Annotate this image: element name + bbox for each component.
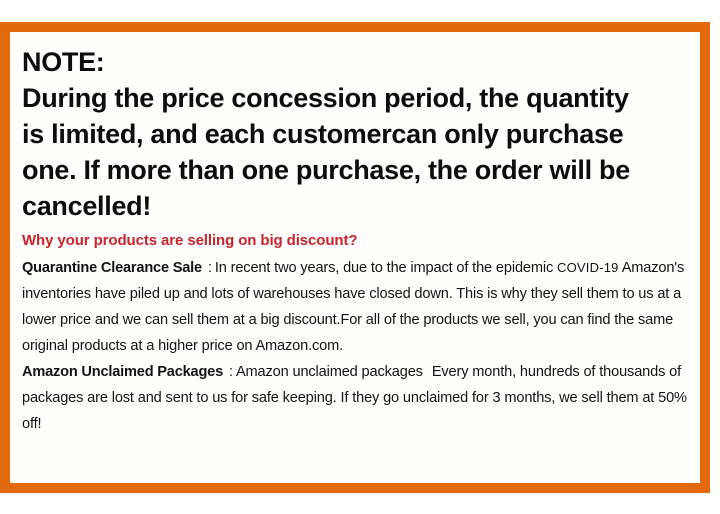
quarantine-clearance-colon: :: [207, 260, 212, 276]
headline-line-3: one. If more than one purchase, the orde…: [22, 155, 630, 185]
headline-line-1: During the price concession period, the …: [22, 83, 629, 113]
quarantine-clearance-text-before: In recent two years, due to the impact o…: [214, 260, 558, 276]
quarantine-clearance-label: Quarantine Clearance Sale: [22, 260, 202, 276]
unclaimed-packages-text-before: Amazon unclaimed packages: [235, 364, 423, 380]
quarantine-clearance-text-after: Amazon's inventories have piled up and l…: [22, 260, 685, 354]
discount-question-heading: Why your products are selling on big dis…: [22, 232, 358, 249]
covid-19-emphasis: COVID-19: [557, 260, 619, 275]
unclaimed-packages-label: Amazon Unclaimed Packages: [22, 364, 224, 380]
note-card-inner: NOTE: During the price concession period…: [10, 32, 700, 483]
unclaimed-packages-paragraph: Amazon Unclaimed Packages: Amazon unclaim…: [22, 359, 698, 437]
unclaimed-packages-text-after: Every month, hundreds of thousands of pa…: [22, 364, 687, 432]
headline-line-2: is limited, and each customercan only pu…: [22, 119, 624, 149]
unclaimed-packages-colon: :: [229, 364, 233, 380]
quarantine-clearance-paragraph: Quarantine Clearance Sale: In recent two …: [22, 255, 698, 359]
note-headline: NOTE: During the price concession period…: [22, 44, 694, 224]
headline-line-note: NOTE:: [22, 47, 105, 77]
headline-line-4: cancelled!: [22, 191, 152, 221]
note-callout-card: NOTE: During the price concession period…: [0, 22, 710, 493]
